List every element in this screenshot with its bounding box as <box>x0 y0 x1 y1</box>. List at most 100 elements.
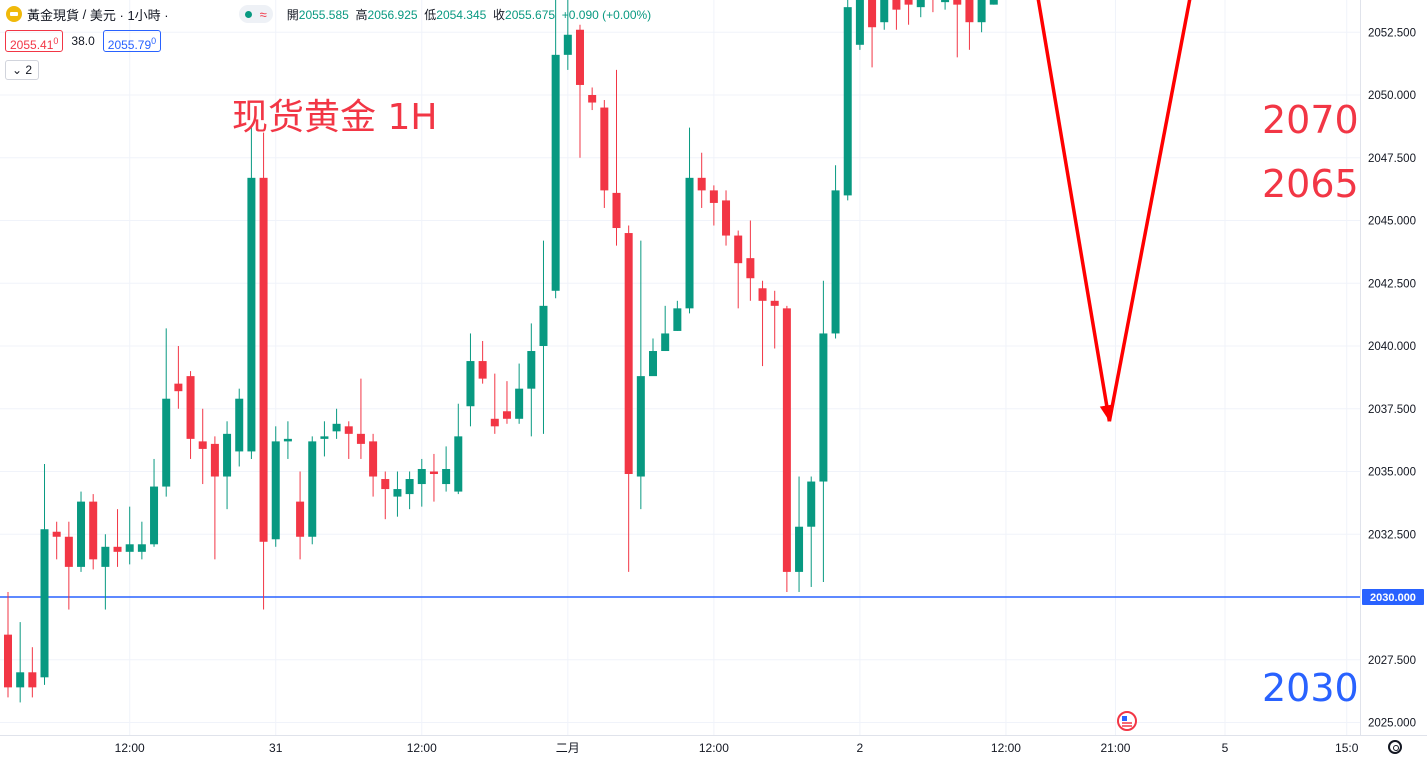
candle-body <box>52 531 61 537</box>
candle-body <box>636 376 645 477</box>
time-axis: 12:00 31 12:00 二月 12:00 2 12:00 21:00 5 15:0 <box>0 735 1427 755</box>
low-key: 低 <box>424 7 437 22</box>
candle-body <box>892 0 901 10</box>
candle-body <box>271 441 280 540</box>
price-tick-label: 2027.500 <box>1368 655 1416 667</box>
candle-body <box>722 200 731 236</box>
candle-body <box>563 34 572 55</box>
candle-body <box>916 0 925 8</box>
sell-price-sup: 0 <box>53 36 59 46</box>
candle-body <box>137 544 146 552</box>
candle-body <box>904 0 913 5</box>
price-tick-label: 2037.500 <box>1368 404 1416 416</box>
candle-body <box>734 235 743 264</box>
candle-body <box>649 351 658 377</box>
change-value: +0.090 (+0.00%) <box>561 7 652 22</box>
price-tick-label: 2047.500 <box>1368 153 1416 165</box>
candle-body <box>101 546 110 567</box>
candle-body <box>429 471 438 475</box>
candle-body <box>588 95 597 103</box>
time-tick-label: 12:00 <box>115 741 145 755</box>
candle-body <box>125 544 134 552</box>
gold-logo-icon <box>6 6 22 22</box>
symbol-separator: / <box>82 6 87 22</box>
candle-body <box>40 529 49 678</box>
time-tick-label: 5 <box>1222 741 1229 755</box>
candle-body <box>502 411 511 419</box>
trade-bar: 2055.410 38.0 2055.790 <box>5 30 162 52</box>
candle-body <box>965 0 974 23</box>
candle-body <box>64 536 73 567</box>
candle-body <box>819 333 828 482</box>
level-2065-annotation: 2065 <box>1262 162 1359 206</box>
candle-body <box>174 383 183 392</box>
buy-button[interactable]: 2055.790 <box>102 30 162 52</box>
time-tick-label: 31 <box>269 741 283 755</box>
market-status-pill[interactable]: ≈ <box>238 5 273 23</box>
candle-body <box>770 300 779 306</box>
high-key: 高 <box>355 7 368 22</box>
candle-body <box>417 468 426 485</box>
candle-body <box>332 423 341 432</box>
chart-annotation-title: 现货黄金 1H <box>232 97 438 138</box>
ohlc-values: 開2055.585 高2056.925 低2054.345 收2055.675 … <box>287 6 651 23</box>
candle-body <box>454 436 463 492</box>
candle-body <box>977 0 986 23</box>
indicator-toggle-button[interactable]: ⌄ 2 <box>5 60 40 80</box>
projection-up-arrow <box>1107 0 1192 422</box>
sell-price: 2055.41 <box>10 38 54 52</box>
candle-body <box>758 288 767 301</box>
close-key: 收 <box>493 7 506 22</box>
candle-body <box>4 634 12 688</box>
time-tick-label: 2 <box>857 741 864 755</box>
candle-body <box>247 177 256 452</box>
candle-body <box>77 501 86 567</box>
symbol-name[interactable]: 黃金現貨 <box>27 7 80 23</box>
candle-body <box>673 308 682 331</box>
horizontal-line-price-label: 2030.000 <box>1370 592 1416 604</box>
candle-body <box>356 433 365 444</box>
time-tick-label: 21:00 <box>1100 741 1130 755</box>
price-tick-label: 2045.000 <box>1368 216 1416 228</box>
candle-body <box>381 479 390 490</box>
low-value: 2054.345 <box>436 7 487 22</box>
sell-button[interactable]: 2055.410 <box>5 30 64 52</box>
wave-icon: ≈ <box>259 6 267 22</box>
level-2030-annotation: 2030 <box>1262 666 1359 710</box>
candle-body <box>612 192 621 229</box>
candle-body <box>551 54 560 291</box>
candle-body <box>186 376 195 439</box>
projection-arrow <box>1036 0 1192 731</box>
price-tick-label: 2040.000 <box>1368 341 1416 353</box>
candle-body <box>478 361 487 379</box>
time-tick-label: 15:0 <box>1335 741 1359 755</box>
candle-body <box>162 398 171 487</box>
symbol-description: 美元 · 1小時 · <box>89 7 169 23</box>
buy-price: 2055.79 <box>107 38 152 52</box>
candle-body <box>807 481 816 527</box>
candle-body <box>843 7 852 196</box>
candle-body <box>880 0 889 23</box>
price-axis-background <box>1360 0 1427 760</box>
close-value: 2055.675 <box>505 7 556 22</box>
candle-body <box>709 190 718 203</box>
candle-body <box>150 486 159 545</box>
price-tick-label: 2042.500 <box>1368 278 1416 290</box>
candle-body <box>259 177 268 542</box>
open-key: 開 <box>286 7 299 22</box>
price-tick-label: 2035.000 <box>1368 467 1416 479</box>
time-tick-label: 12:00 <box>407 741 437 755</box>
candle-body <box>28 672 37 688</box>
candle-body <box>113 546 122 552</box>
price-tick-label: 2050.000 <box>1368 90 1416 102</box>
candle-body <box>600 107 609 191</box>
candle-body <box>89 501 98 560</box>
level-2070-annotation: 2070 <box>1262 98 1359 142</box>
settings-gear-icon[interactable] <box>1388 740 1402 754</box>
candle-body <box>989 0 998 5</box>
candle-body <box>405 479 414 495</box>
market-open-dot-icon <box>244 10 252 18</box>
candle-body <box>868 0 877 28</box>
candle-body <box>369 441 378 477</box>
